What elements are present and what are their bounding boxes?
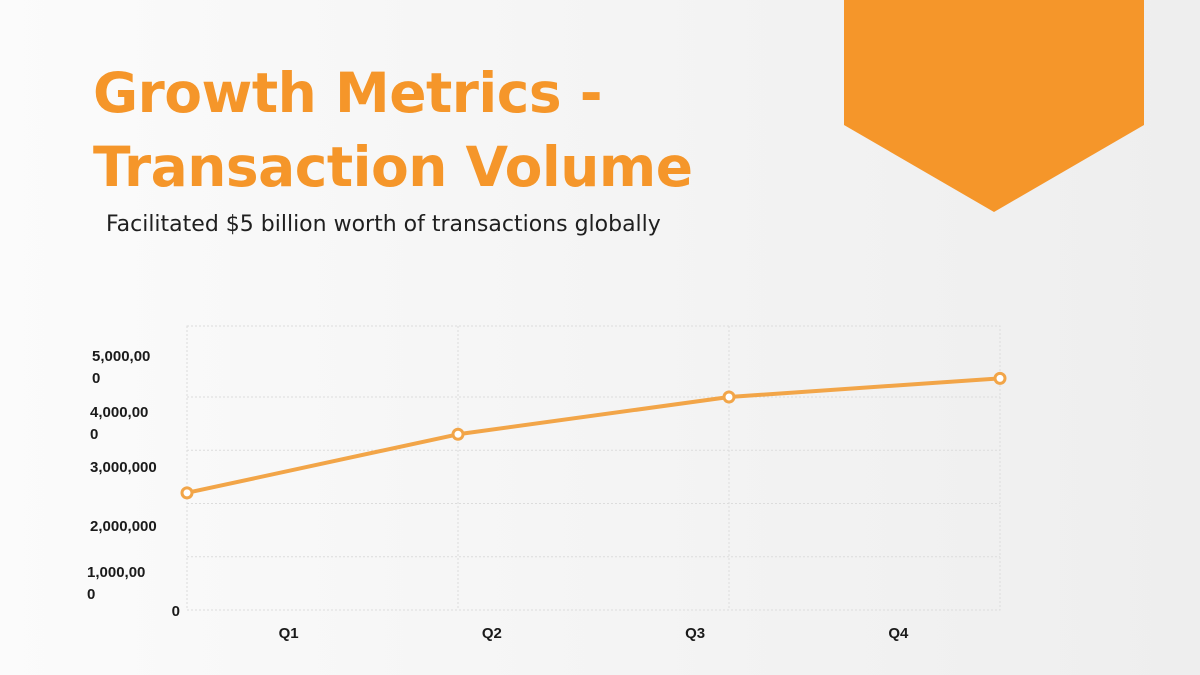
y-tick-label: 3,000,000 [90,459,157,476]
y-tick-label: 0 [172,603,180,620]
y-tick-label: 4,000,00 0 [90,404,148,443]
x-tick-label: Q2 [482,625,502,642]
x-tick-label: Q3 [685,625,705,642]
chart-grid [186,325,1001,611]
y-axis-ticks: 0 1,000,00 0 2,000,000 3,000,000 4,000,00 0 5,0… [87,348,180,620]
y-tick-label: 1,000,00 0 [87,564,145,603]
series-layer [180,371,1007,500]
data-point [180,486,194,500]
page-title: Growth Metrics - Transaction Volume [93,56,693,204]
series-line [186,376,1001,495]
x-axis-ticks: Q1 Q2 Q3 Q4 [279,625,909,642]
title-line-2: Transaction Volume [93,135,693,199]
data-point [722,390,736,404]
data-point [451,427,465,441]
subtitle: Facilitated $5 billion worth of transact… [106,212,661,237]
x-tick-label: Q4 [888,625,909,642]
y-tick-label: 5,000,00 0 [92,348,150,387]
x-tick-label: Q1 [279,625,299,642]
title-line-1: Growth Metrics - [93,61,603,125]
plot-border [186,325,1001,611]
y-tick-label: 2,000,000 [90,518,157,535]
banner-shape [844,0,1144,212]
data-point [993,371,1007,385]
decorative-banner [844,0,1144,212]
